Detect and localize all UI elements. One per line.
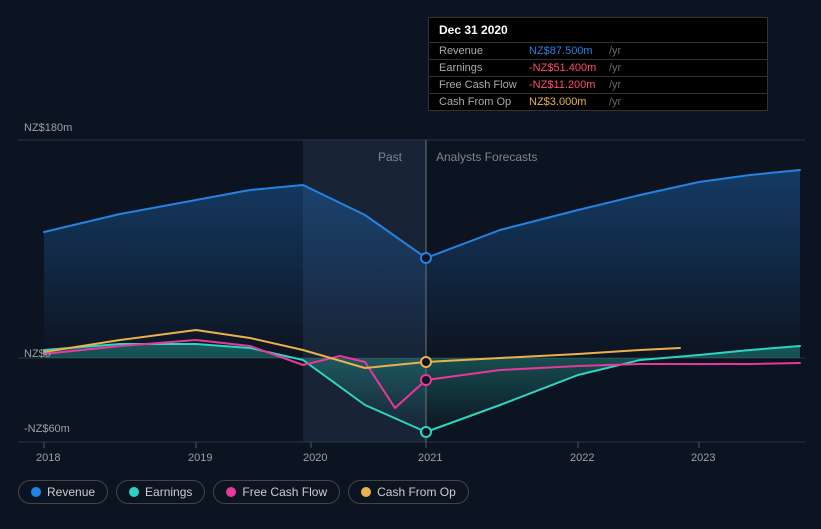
legend-item[interactable]: Free Cash Flow [213, 480, 340, 504]
tooltip-row-value: -NZ$11.200m [529, 79, 609, 91]
tooltip-row-unit: /yr [609, 62, 621, 74]
legend-label: Revenue [47, 485, 95, 499]
legend-dot [31, 487, 41, 497]
financial-chart: Dec 31 2020 RevenueNZ$87.500m/yrEarnings… [0, 0, 821, 524]
y-axis-label: NZ$0 [24, 348, 51, 360]
legend-dot [361, 487, 371, 497]
y-axis-label: NZ$180m [24, 122, 72, 134]
tooltip-row: Free Cash Flow-NZ$11.200m/yr [429, 76, 767, 93]
tooltip-row: Cash From OpNZ$3.000m/yr [429, 93, 767, 110]
legend-item[interactable]: Earnings [116, 480, 205, 504]
tooltip-row-value: NZ$87.500m [529, 45, 609, 57]
hover-tooltip: Dec 31 2020 RevenueNZ$87.500m/yrEarnings… [428, 17, 768, 111]
tooltip-row-label: Cash From Op [439, 96, 529, 108]
legend: Revenue Earnings Free Cash Flow Cash From O… [18, 480, 469, 504]
y-axis-label: -NZ$60m [24, 423, 70, 435]
tooltip-row-unit: /yr [609, 45, 621, 57]
tooltip-row: Earnings-NZ$51.400m/yr [429, 59, 767, 76]
tooltip-row-unit: /yr [609, 79, 621, 91]
x-axis-label: 2020 [303, 452, 327, 464]
legend-dot [226, 487, 236, 497]
region-label-past: Past [378, 150, 402, 164]
legend-item[interactable]: Revenue [18, 480, 108, 504]
tooltip-row: RevenueNZ$87.500m/yr [429, 42, 767, 59]
tooltip-row-label: Free Cash Flow [439, 79, 529, 91]
x-axis-label: 2018 [36, 452, 60, 464]
x-axis-label: 2023 [691, 452, 715, 464]
legend-dot [129, 487, 139, 497]
tooltip-row-label: Earnings [439, 62, 529, 74]
tooltip-row-value: -NZ$51.400m [529, 62, 609, 74]
legend-item[interactable]: Cash From Op [348, 480, 469, 504]
region-label-forecast: Analysts Forecasts [436, 150, 537, 164]
legend-label: Free Cash Flow [242, 485, 327, 499]
tooltip-date: Dec 31 2020 [429, 18, 767, 42]
tooltip-row-unit: /yr [609, 96, 621, 108]
x-axis-label: 2019 [188, 452, 212, 464]
legend-label: Earnings [145, 485, 192, 499]
x-axis-label: 2021 [418, 452, 442, 464]
x-axis-label: 2022 [570, 452, 594, 464]
legend-label: Cash From Op [377, 485, 456, 499]
tooltip-row-label: Revenue [439, 45, 529, 57]
tooltip-row-value: NZ$3.000m [529, 96, 609, 108]
